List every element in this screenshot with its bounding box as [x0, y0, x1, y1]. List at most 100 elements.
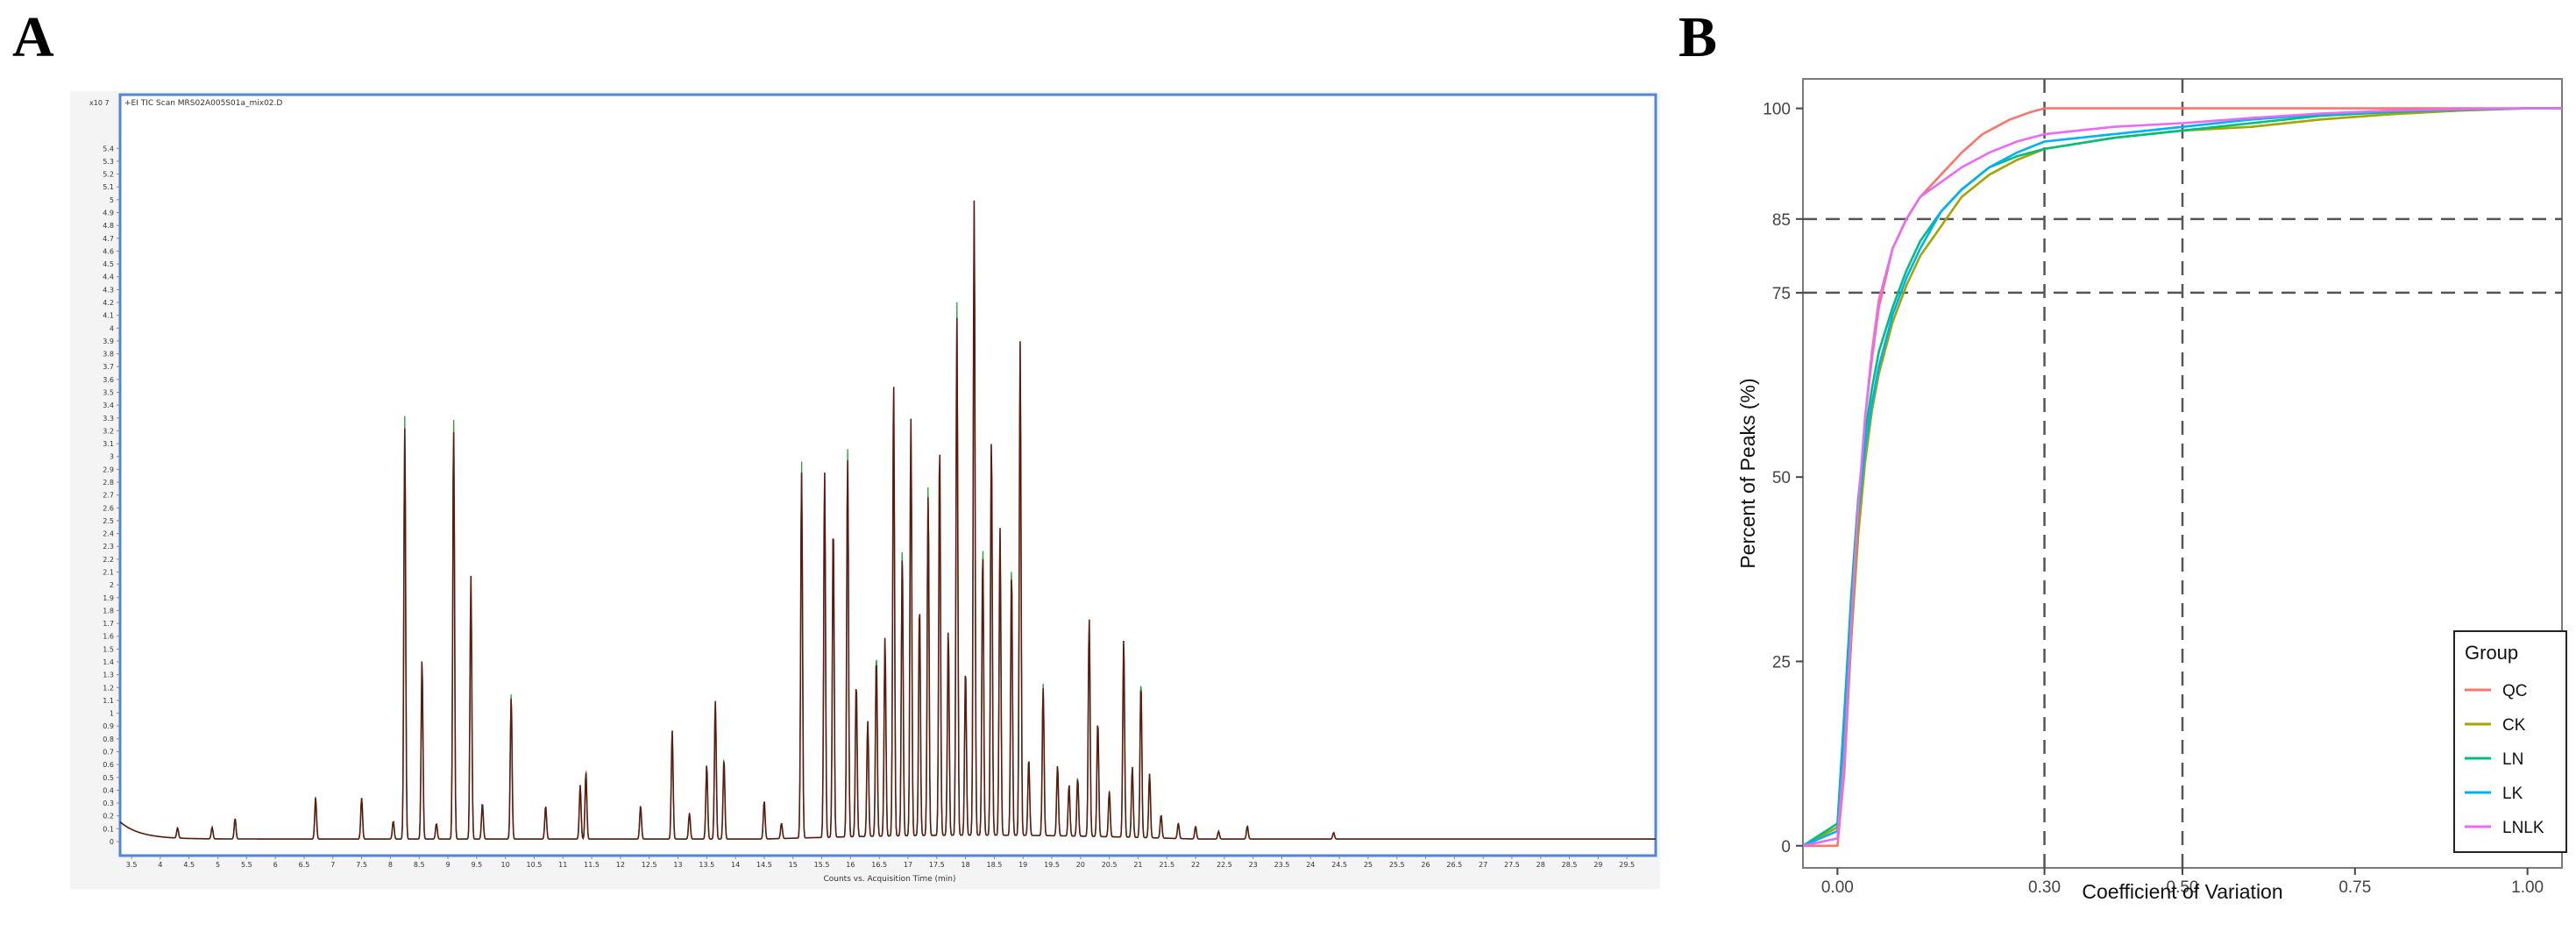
cv-legend-label: LNLK [2502, 819, 2544, 837]
chromatogram-x-tick-label: 7.5 [356, 861, 367, 869]
chromatogram-x-tick-label: 8.5 [414, 861, 425, 869]
chromatogram-x-tick-label: 22 [1191, 861, 1200, 869]
chromatogram-x-axis-label: Counts vs. Acquisition Time (min) [823, 875, 955, 884]
chromatogram-x-tick-label: 22.5 [1217, 861, 1232, 869]
chromatogram-y-tick-label: 2 [110, 581, 114, 589]
chromatogram-x-tick-label: 17 [904, 861, 912, 869]
chromatogram-y-tick-label: 3.8 [103, 351, 114, 359]
chromatogram-chart: +EI TIC Scan MRS02A005S01a_mix02.D x10 7… [70, 91, 1660, 889]
chromatogram-x-tick-label: 14 [731, 861, 740, 869]
chromatogram-x-tick-label: 20 [1076, 861, 1085, 869]
cv-series-lines [1802, 107, 2562, 848]
chromatogram-y-tick-label: 1.4 [103, 658, 114, 666]
chromatogram-y-tick-label: 3.3 [103, 415, 114, 423]
cv-legend-label: CK [2502, 716, 2526, 735]
cv-y-axis: 0 25 50 75 85 100 [1763, 101, 1803, 856]
chromatogram-y-multiplier: x10 7 [89, 99, 110, 107]
chromatogram-y-tick-label: 2.7 [103, 492, 114, 500]
chromatogram-x-tick-label: 19 [1018, 861, 1027, 869]
chromatogram-y-tick-label: 0.7 [103, 749, 114, 757]
chromatogram-y-tick-label: 2.8 [103, 479, 114, 487]
chromatogram-y-tick-label: 0.1 [103, 825, 114, 833]
chromatogram-x-tick-label: 13 [673, 861, 682, 869]
chromatogram-y-tick-label: 0.5 [103, 774, 114, 782]
chromatogram-y-tick-label: 2.4 [103, 530, 114, 538]
chromatogram-y-tick-label: 1 [110, 710, 114, 718]
chromatogram-y-tick-label: 1.1 [103, 697, 114, 705]
chromatogram-plot-frame [118, 93, 1657, 857]
chromatogram-y-tick-label: 4.6 [103, 247, 114, 255]
chromatogram-y-tick-label: 2.5 [103, 517, 114, 525]
chromatogram-x-tick-label: 7 [330, 861, 335, 869]
cv-x-tick-label: 1.00 [2511, 878, 2544, 897]
chromatogram-x-tick-label: 9 [445, 861, 450, 869]
cv-y-axis-label: Percent of Peaks (%) [1736, 378, 1759, 568]
cv-x-tick-label: 0.30 [2028, 878, 2061, 897]
cv-series-lnlk [1802, 107, 2562, 848]
chromatogram-x-tick-label: 12 [616, 861, 625, 869]
chromatogram-x-tick-label: 14.5 [756, 861, 772, 869]
chromatogram-x-tick-label: 5.5 [241, 861, 252, 869]
chromatogram-x-tick-label: 13.5 [699, 861, 714, 869]
chromatogram-y-tick-label: 0.4 [103, 786, 114, 794]
chromatogram-y-tick-label: 5.3 [103, 158, 114, 166]
chromatogram-y-tick-label: 4.4 [103, 274, 114, 281]
chromatogram-x-tick-label: 5 [216, 861, 220, 869]
cv-legend-box [2453, 630, 2567, 853]
cv-y-tick-label: 85 [1772, 211, 1791, 230]
chromatogram-y-tick-label: 0.8 [103, 736, 114, 743]
chromatogram-y-tick-label: 2.2 [103, 556, 114, 564]
chromatogram-x-tick-label: 8 [388, 861, 393, 869]
chromatogram-trace [119, 200, 1656, 841]
chromatogram-y-tick-label: 3.2 [103, 427, 114, 435]
chromatogram-x-tick-label: 17.5 [929, 861, 945, 869]
cv-y-tick-label: 25 [1772, 653, 1791, 672]
chromatogram-x-tick-label: 24.5 [1331, 861, 1347, 869]
cv-x-axis-label: Coefficient of Variation [2082, 880, 2282, 903]
cv-y-tick-label: 75 [1772, 285, 1791, 303]
cv-x-tick-label: 0.00 [1821, 878, 1854, 897]
chromatogram-y-tick-label: 2.3 [103, 543, 114, 551]
chromatogram-y-tick-label: 4 [110, 324, 114, 332]
chromatogram-y-tick-label: 0.2 [103, 813, 114, 821]
chromatogram-x-tick-label: 27 [1479, 861, 1487, 869]
cv-reference-lines [1803, 79, 2562, 868]
cv-x-tick-label: 0.50 [2167, 878, 2199, 897]
chromatogram-x-tick-label: 10.5 [527, 861, 543, 869]
chromatogram-y-tick-label: 1.9 [103, 594, 114, 602]
chromatogram-x-tick-label: 25 [1364, 861, 1373, 869]
chromatogram-x-tick-label: 28.5 [1562, 861, 1578, 869]
chromatogram-x-tick-label: 16.5 [871, 861, 887, 869]
chromatogram-y-tick-label: 1.3 [103, 672, 114, 679]
chromatogram-y-ticks: 0 0.1 0.2 0.3 0.4 0.5 0.6 0.7 0.8 0.9 1 1.1 1.2 1.3 1.… [103, 145, 120, 846]
chromatogram-x-tick-label: 15 [789, 861, 798, 869]
chromatogram-y-tick-label: 1.6 [103, 633, 114, 641]
chromatogram-x-tick-label: 20.5 [1102, 861, 1118, 869]
chromatogram-x-tick-label: 9.5 [471, 861, 482, 869]
cv-y-tick-label: 100 [1763, 101, 1791, 119]
chromatogram-y-tick-label: 2.6 [103, 504, 114, 512]
chromatogram-x-tick-label: 6.5 [299, 861, 310, 869]
cv-x-axis: 0.00 0.30 0.50 0.75 1.00 [1821, 868, 2544, 897]
chromatogram-y-tick-label: 4.7 [103, 235, 114, 243]
chromatogram-y-tick-label: 1.8 [103, 607, 114, 615]
chromatogram-x-tick-label: 21.5 [1159, 861, 1174, 869]
chromatogram-y-tick-label: 0.3 [103, 800, 114, 807]
chromatogram-x-tick-label: 10 [501, 861, 510, 869]
cv-series-ck [1802, 107, 2562, 847]
chromatogram-y-tick-label: 5.2 [103, 171, 114, 179]
chromatogram-x-tick-label: 4.5 [183, 861, 195, 869]
chromatogram-y-tick-label: 3.7 [103, 363, 114, 371]
chromatogram-x-tick-label: 12.5 [642, 861, 657, 869]
chromatogram-y-tick-label: 0.9 [103, 722, 114, 730]
chromatogram-y-tick-label: 3 [110, 453, 114, 461]
chromatogram-y-tick-label: 2.1 [103, 569, 114, 577]
chromatogram-y-tick-label: 4.5 [103, 260, 114, 268]
chromatogram-y-tick-label: 4.1 [103, 312, 114, 320]
chromatogram-y-tick-label: 2.9 [103, 466, 114, 473]
chromatogram-x-tick-label: 19.5 [1044, 861, 1060, 869]
chromatogram-y-tick-label: 5.1 [103, 183, 114, 191]
chromatogram-y-tick-label: 3.6 [103, 376, 114, 384]
